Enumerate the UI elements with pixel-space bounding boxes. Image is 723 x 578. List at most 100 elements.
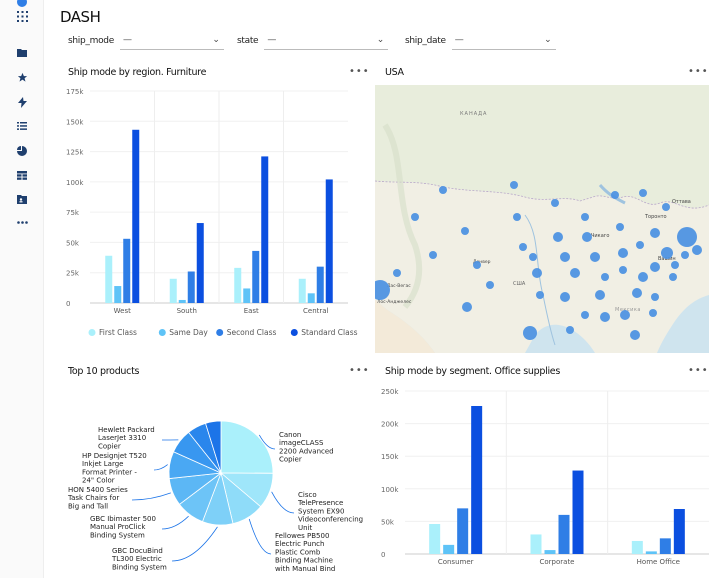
map-bubble[interactable] xyxy=(590,252,600,262)
map-bubble[interactable] xyxy=(692,245,702,255)
map-bubble[interactable] xyxy=(662,203,670,211)
bar[interactable] xyxy=(471,405,483,554)
bar[interactable] xyxy=(252,250,260,303)
map-bubble[interactable] xyxy=(393,269,401,277)
bar[interactable] xyxy=(457,508,469,554)
map-bubble[interactable] xyxy=(411,213,419,221)
bar[interactable] xyxy=(132,129,140,303)
map-bubble[interactable] xyxy=(669,273,677,281)
bar[interactable] xyxy=(673,509,685,554)
map-bubble[interactable] xyxy=(510,181,518,189)
map-bubble[interactable] xyxy=(566,326,574,334)
id-card-icon[interactable] xyxy=(14,191,30,207)
map-bubble[interactable] xyxy=(611,191,619,199)
map-bubble[interactable] xyxy=(595,290,605,300)
map-bubble[interactable] xyxy=(618,248,628,258)
map-bubble[interactable] xyxy=(536,291,544,299)
bar[interactable] xyxy=(123,238,131,303)
map-bubble[interactable] xyxy=(630,330,640,340)
bar[interactable] xyxy=(443,544,455,554)
map-bubble[interactable] xyxy=(519,243,527,251)
pie-slice[interactable] xyxy=(220,420,274,474)
furniture-menu-button[interactable]: ••• xyxy=(349,66,370,77)
bar[interactable] xyxy=(631,540,643,554)
bar[interactable] xyxy=(187,271,195,303)
bar[interactable] xyxy=(114,286,122,303)
map-bubble[interactable] xyxy=(551,199,559,207)
map-bubble[interactable] xyxy=(651,293,659,301)
more-icon[interactable] xyxy=(14,214,30,230)
map-bubble[interactable] xyxy=(529,253,537,261)
map-bubble[interactable] xyxy=(582,232,592,242)
bar[interactable] xyxy=(234,267,242,303)
map-bubble[interactable] xyxy=(619,266,627,274)
map-bubble[interactable] xyxy=(681,251,689,259)
map-bubble[interactable] xyxy=(632,288,642,298)
legend-label[interactable]: Standard Class xyxy=(301,328,357,337)
bar[interactable] xyxy=(572,470,584,554)
map-bubble[interactable] xyxy=(523,326,537,340)
bar[interactable] xyxy=(558,514,570,554)
app-logo-icon[interactable] xyxy=(14,0,30,10)
map-bubble[interactable] xyxy=(636,241,644,249)
map-bubble[interactable] xyxy=(650,262,660,272)
pie-icon[interactable] xyxy=(14,143,30,159)
bar[interactable] xyxy=(243,288,251,303)
bar[interactable] xyxy=(316,266,324,303)
map-bubble[interactable] xyxy=(650,228,660,238)
map-bubble[interactable] xyxy=(620,310,630,320)
bar[interactable] xyxy=(659,538,671,554)
bar[interactable] xyxy=(429,524,441,554)
map-bubble[interactable] xyxy=(671,261,679,269)
usa-menu-button[interactable]: ••• xyxy=(688,66,709,77)
map-bubble[interactable] xyxy=(581,213,589,221)
map-bubble[interactable] xyxy=(661,247,673,259)
bar[interactable] xyxy=(261,156,269,303)
legend-label[interactable]: Second Class xyxy=(227,328,277,337)
usa-map[interactable]: КАНАДА США Оттава Торонто Чикаго Вашин Д… xyxy=(375,85,709,353)
bar[interactable] xyxy=(645,551,657,554)
map-bubble[interactable] xyxy=(560,252,570,262)
top10-menu-button[interactable]: ••• xyxy=(349,365,370,376)
bolt-icon[interactable] xyxy=(14,94,30,110)
map-bubble[interactable] xyxy=(570,268,580,278)
bar[interactable] xyxy=(307,293,315,303)
state-select[interactable]: — ⌄ xyxy=(264,32,389,50)
map-bubble[interactable] xyxy=(639,189,647,197)
ship-date-select[interactable]: — ⌄ xyxy=(451,32,556,50)
map-bubble[interactable] xyxy=(600,312,610,322)
pie-slice[interactable] xyxy=(205,420,222,474)
office-menu-button[interactable]: ••• xyxy=(688,365,709,376)
legend-label[interactable]: First Class xyxy=(99,328,137,337)
bar[interactable] xyxy=(169,278,177,303)
map-bubble[interactable] xyxy=(429,251,437,259)
table-icon[interactable] xyxy=(14,167,30,183)
map-bubble[interactable] xyxy=(375,280,390,300)
bar[interactable] xyxy=(178,299,186,303)
map-bubble[interactable] xyxy=(486,281,494,289)
star-icon[interactable] xyxy=(14,69,30,85)
bar[interactable] xyxy=(105,255,113,303)
folder-icon[interactable] xyxy=(14,44,30,60)
map-bubble[interactable] xyxy=(473,261,481,269)
bar[interactable] xyxy=(196,223,204,303)
map-bubble[interactable] xyxy=(532,268,542,278)
ship-mode-select[interactable]: — ⌄ xyxy=(119,32,224,50)
map-bubble[interactable] xyxy=(462,302,472,312)
bar[interactable] xyxy=(325,179,333,303)
bar[interactable] xyxy=(298,278,306,303)
legend-label[interactable]: Same Day xyxy=(169,328,208,337)
map-bubble[interactable] xyxy=(513,213,521,221)
map-bubble[interactable] xyxy=(616,223,624,231)
map-bubble[interactable] xyxy=(560,292,570,302)
map-bubble[interactable] xyxy=(638,272,648,282)
map-bubble[interactable] xyxy=(649,309,657,317)
bar[interactable] xyxy=(530,534,542,554)
map-bubble[interactable] xyxy=(439,186,447,194)
map-bubble[interactable] xyxy=(461,227,469,235)
bar[interactable] xyxy=(544,550,556,554)
apps-grid-icon[interactable] xyxy=(14,8,30,24)
map-bubble[interactable] xyxy=(581,311,589,319)
map-bubble[interactable] xyxy=(601,273,609,281)
list-icon[interactable] xyxy=(14,118,30,134)
